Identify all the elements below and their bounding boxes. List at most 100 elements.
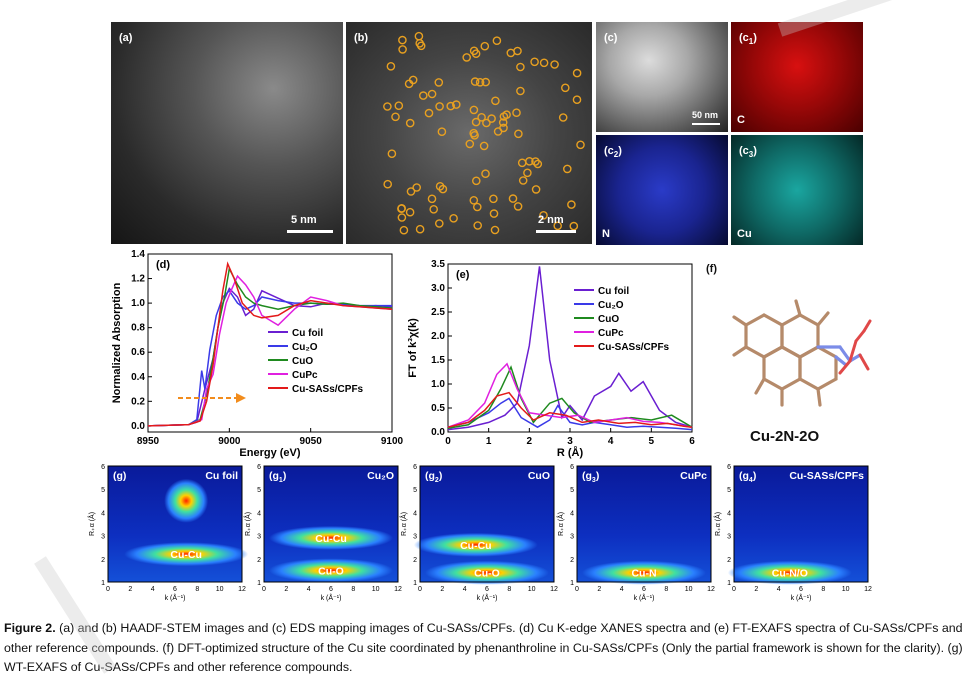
wt-map-frame [733,465,869,583]
y-tick-label: 0.0 [131,421,145,432]
single-atom-marker [498,118,508,127]
wt-y-tick-label: 5 [101,487,105,494]
wt-x-tick-label: 2 [284,586,288,593]
wt-x-tick-label: 2 [440,586,444,593]
single-atom-marker [383,102,392,111]
wt-y-tick-label: 1 [257,580,261,587]
single-atom-marker [499,123,508,133]
x-axis-label: R (Å) [557,446,584,459]
single-atom-marker [539,58,549,68]
wt-y-tick-label: 2 [413,557,417,564]
single-atom-marker [567,200,576,209]
single-atom-marker [397,204,406,213]
wt-y-tick-label: 3 [727,534,731,541]
wt-x-tick-label: 4 [151,586,155,593]
wt-y-tick-label: 4 [257,510,261,517]
single-atom-marker [469,195,479,205]
single-atom-marker [475,78,485,87]
wt-y-tick-label: 2 [257,557,261,564]
single-atom-marker [517,158,527,168]
single-atom-marker [473,202,482,212]
wt-path-label: Cu-Cu [460,540,492,552]
legend-entry: Cu₂O [598,300,624,311]
series-line-cu_sass [447,391,693,428]
structure-name: Cu-2N-2O [750,428,820,445]
wt-map-frame [419,465,555,583]
single-atom-marker [437,127,447,136]
wt-y-axis-label: R₊α (Å) [713,512,722,536]
series-line-cu2o [147,289,392,427]
wt-x-tick-label: 10 [685,586,693,593]
single-atom-marker [435,219,444,228]
scalebar-c-label: 50 nm [692,110,719,120]
single-atom-marker [462,53,471,62]
wt-map-frame [576,465,712,583]
wt-x-tick-label: 8 [195,586,199,593]
wt-y-tick-label: 2 [570,557,574,564]
wt-x-tick-label: 2 [128,586,132,593]
legend-entry: Cu-SASs/CPFs [598,342,670,353]
single-atom-marker [516,62,525,72]
wt-x-axis-label: k (Å⁻¹) [165,593,186,602]
single-atom-marker [386,62,396,71]
wt-peak [269,558,393,583]
single-atom-marker [398,35,407,45]
panel-label: (d) [156,259,170,271]
y-tick-label: 0.8 [131,323,145,334]
wt-x-axis-label: k (Å⁻¹) [321,593,342,602]
scalebar-a-label: 5 nm [291,214,317,226]
single-atom-marker [399,225,409,235]
wt-peak [582,560,706,585]
single-atom-marker [449,213,458,223]
x-tick-label: 6 [689,436,695,447]
wt-x-tick-label: 12 [394,586,402,593]
wt-y-tick-label: 1 [413,580,417,587]
wt-y-tick-label: 6 [257,464,261,471]
x-tick-label: 9100 [381,436,404,447]
panel-a-label: (a) [119,32,133,44]
legend-entry: Cu-SASs/CPFs [292,384,364,395]
wt-x-tick-label: 10 [528,586,536,593]
wt-y-tick-label: 6 [101,464,105,471]
wt-y-tick-label: 3 [257,534,261,541]
wt-x-tick-label: 0 [418,586,422,593]
series-line-cu_foil [447,266,693,431]
single-atom-marker [435,181,445,191]
wt-x-tick-label: 10 [372,586,380,593]
y-tick-label: 2.0 [431,331,445,342]
wt-y-tick-label: 6 [727,464,731,471]
single-atom-marker [508,194,518,203]
wt-panel-label: (g1) [269,470,286,484]
single-atom-marker [427,89,437,99]
single-atom-marker [477,113,486,122]
y-tick-label: 0.5 [431,403,445,414]
single-atom-marker [415,224,425,234]
single-atom-marker [572,68,582,78]
series-line-cupc [447,362,693,428]
wt-x-tick-label: 10 [216,586,224,593]
caption-lead: Figure 2. [4,621,56,635]
wt-y-tick-label: 4 [101,510,105,517]
c1-element-label: C [737,114,745,126]
single-atom-marker [424,108,434,118]
single-atom-marker [469,128,478,138]
wt-y-tick-label: 5 [727,487,731,494]
wt-x-tick-label: 4 [620,586,624,593]
wt-y-tick-label: 1 [101,580,105,587]
wt-x-tick-label: 0 [732,586,736,593]
single-atom-markers [383,31,585,235]
wt-map-frame [107,465,243,583]
wt-peak [413,532,538,557]
y-tick-label: 3.0 [431,283,445,294]
wt-y-tick-label: 6 [413,464,417,471]
series-line-cu2o [447,397,693,431]
caption-text: (a) and (b) HAADF-STEM images and (c) ED… [4,621,963,674]
y-tick-label: 1.4 [131,249,145,260]
panel-c-eds-image: (c) 50 nm [596,22,728,132]
single-atom-marker [491,96,500,106]
single-atom-marker [530,57,539,67]
wt-x-tick-label: 10 [842,586,850,593]
wt-panel-label: (g2) [425,470,442,484]
wt-map-title: CuO [528,470,550,482]
single-atom-marker [408,75,418,85]
